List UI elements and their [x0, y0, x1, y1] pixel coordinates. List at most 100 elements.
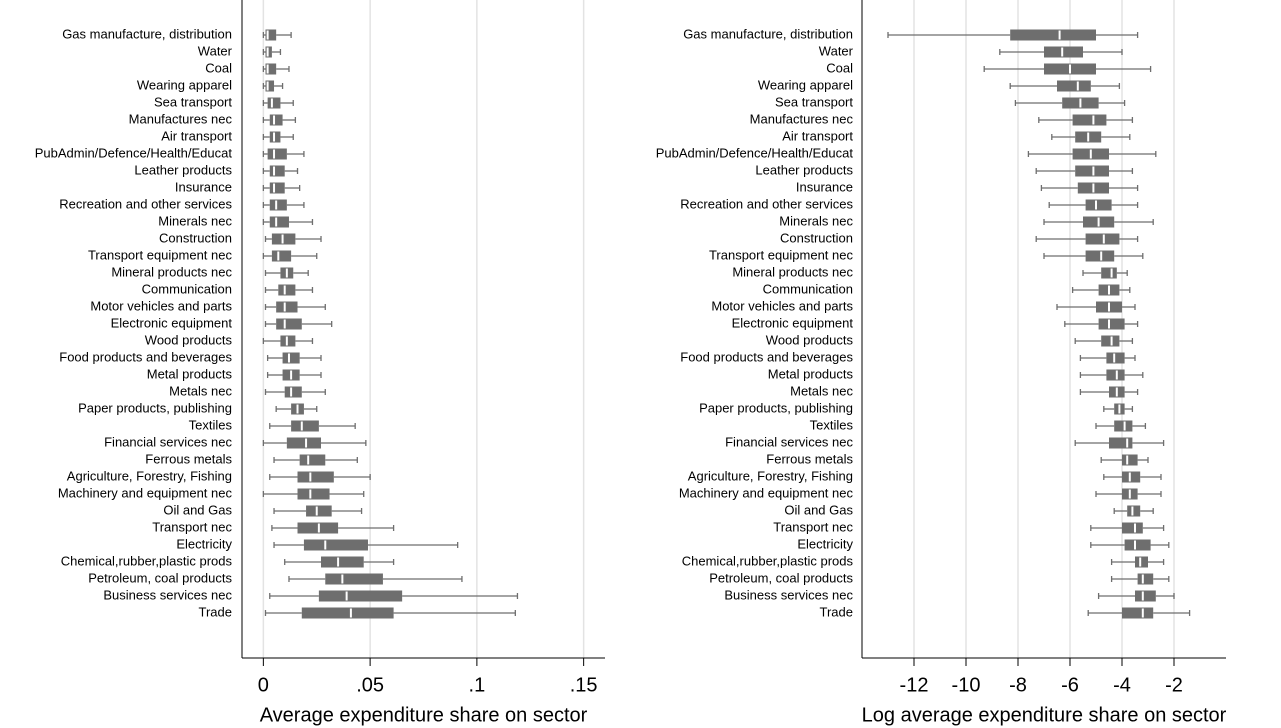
x-tick-label: -12 [900, 674, 929, 696]
category-label: Ferrous metals [145, 451, 232, 466]
box [1114, 420, 1133, 432]
x-tick-label: .05 [356, 674, 384, 696]
box [1109, 437, 1133, 449]
box [269, 182, 285, 194]
category-label: Transport equipment nec [88, 247, 233, 262]
category-label: Gas manufacture, distribution [62, 26, 232, 41]
x-tick-label: -6 [1061, 674, 1079, 696]
category-label: Oil and Gas [784, 502, 853, 517]
box [269, 165, 285, 177]
category-label: Chemical,rubber,plastic prods [61, 553, 233, 568]
box [267, 97, 281, 109]
category-label: Air transport [782, 128, 853, 143]
category-label: Mineral products nec [111, 264, 232, 279]
x-tick-label: .1 [469, 674, 486, 696]
box [276, 318, 302, 330]
category-label: Metal products [147, 366, 233, 381]
box [1122, 522, 1143, 534]
category-label: Agriculture, Forestry, Fishing [688, 468, 853, 483]
category-label: Agriculture, Forestry, Fishing [67, 468, 232, 483]
box [297, 471, 334, 483]
box [1044, 46, 1083, 58]
box [269, 199, 287, 211]
category-label: Mineral products nec [732, 264, 853, 279]
category-label: Textiles [810, 417, 854, 432]
category-label: PubAdmin/Defence/Health/Educat [35, 145, 233, 160]
category-label: Coal [205, 60, 232, 75]
box [271, 250, 292, 262]
box [1101, 267, 1117, 279]
box [265, 63, 277, 75]
box [297, 488, 330, 500]
x-axis-label: Average expenditure share on sector [260, 704, 588, 726]
category-label: Manufactures nec [750, 111, 854, 126]
category-label: Leather products [755, 162, 853, 177]
box [1137, 573, 1154, 585]
category-label: Paper products, publishing [78, 400, 232, 415]
category-label: Recreation and other services [59, 196, 232, 211]
box [1122, 471, 1141, 483]
category-label: Transport nec [773, 519, 853, 534]
category-label: Construction [780, 230, 853, 245]
category-label: Metals nec [169, 383, 232, 398]
box [1010, 29, 1096, 41]
category-label: Air transport [161, 128, 232, 143]
category-label: Sea transport [154, 94, 232, 109]
category-label: Textiles [189, 417, 233, 432]
box [271, 233, 296, 245]
category-label: Manufactures nec [129, 111, 233, 126]
box [265, 29, 277, 41]
box [303, 539, 368, 551]
category-label: Minerals nec [158, 213, 232, 228]
box [282, 352, 300, 364]
box [1106, 369, 1125, 381]
box [278, 284, 296, 296]
category-label: Transport nec [152, 519, 232, 534]
box [269, 216, 289, 228]
box [321, 556, 364, 568]
box [1072, 114, 1107, 126]
category-label: Electricity [176, 536, 232, 551]
box [1085, 250, 1115, 262]
category-label: Business services nec [724, 587, 853, 602]
x-tick-label: -2 [1165, 674, 1183, 696]
box [1122, 607, 1154, 619]
category-label: Chemical,rubber,plastic prods [682, 553, 854, 568]
box [1106, 352, 1125, 364]
category-label: Food products and beverages [59, 349, 232, 364]
x-tick-label: .15 [570, 674, 598, 696]
category-label: Machinery and equipment nec [58, 485, 233, 500]
box [265, 80, 275, 92]
box [280, 335, 296, 347]
category-label: Wearing apparel [758, 77, 853, 92]
category-label: Electronic equipment [732, 315, 854, 330]
x-tick-label: -4 [1113, 674, 1131, 696]
box [286, 437, 322, 449]
box [1124, 539, 1151, 551]
box [267, 148, 287, 160]
category-label: Gas manufacture, distribution [683, 26, 853, 41]
box [301, 607, 394, 619]
category-label: Motor vehicles and parts [711, 298, 853, 313]
category-label: Trade [820, 604, 853, 619]
category-label: Paper products, publishing [699, 400, 853, 415]
category-label: Motor vehicles and parts [90, 298, 232, 313]
category-label: Oil and Gas [163, 502, 232, 517]
box [284, 386, 302, 398]
category-label: Coal [826, 60, 853, 75]
box [269, 131, 281, 143]
box [1085, 199, 1112, 211]
x-tick-label: -8 [1009, 674, 1027, 696]
category-label: Wearing apparel [137, 77, 232, 92]
category-label: Communication [142, 281, 232, 296]
category-label: Ferrous metals [766, 451, 853, 466]
category-label: Water [198, 43, 233, 58]
box [1098, 318, 1125, 330]
category-label: Financial services nec [104, 434, 232, 449]
category-label: Sea transport [775, 94, 853, 109]
category-label: Electricity [797, 536, 853, 551]
category-label: Construction [159, 230, 232, 245]
box [297, 522, 339, 534]
